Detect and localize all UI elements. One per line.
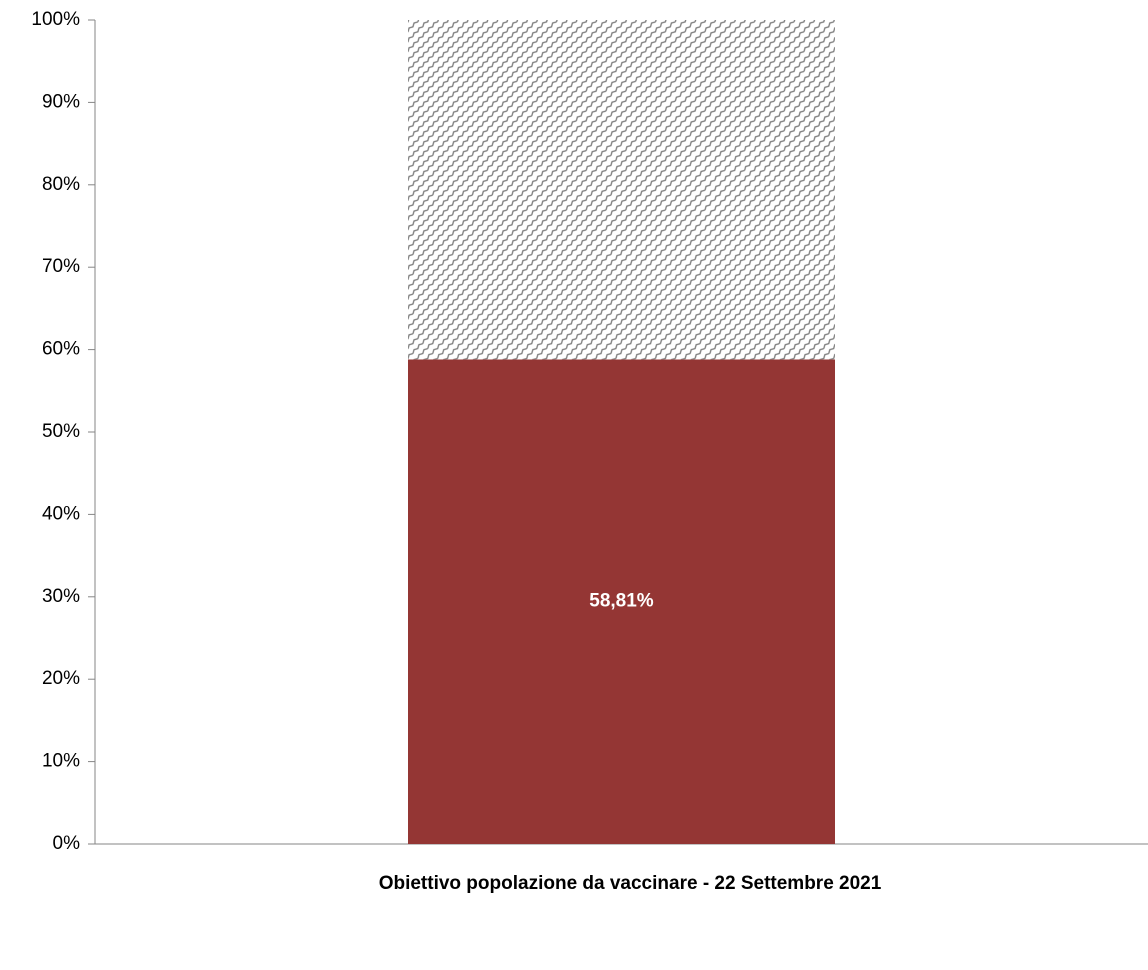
bar-segment (408, 20, 835, 360)
y-tick-label: 0% (53, 833, 81, 854)
y-tick-label: 50% (42, 421, 80, 442)
y-tick-label: 70% (42, 256, 80, 277)
y-tick-label: 20% (42, 668, 80, 689)
y-tick-label: 90% (42, 91, 80, 112)
y-tick-label: 60% (42, 339, 80, 360)
bar-segment (408, 359, 835, 844)
value-label: 58,81% (589, 591, 654, 612)
y-tick-label: 100% (31, 9, 80, 30)
y-tick-label: 40% (42, 503, 80, 524)
y-tick-label: 30% (42, 586, 80, 607)
y-tick-label: 10% (42, 751, 80, 772)
x-axis-title: Obiettivo popolazione da vaccinare - 22 … (379, 873, 882, 894)
y-tick-label: 80% (42, 174, 80, 195)
